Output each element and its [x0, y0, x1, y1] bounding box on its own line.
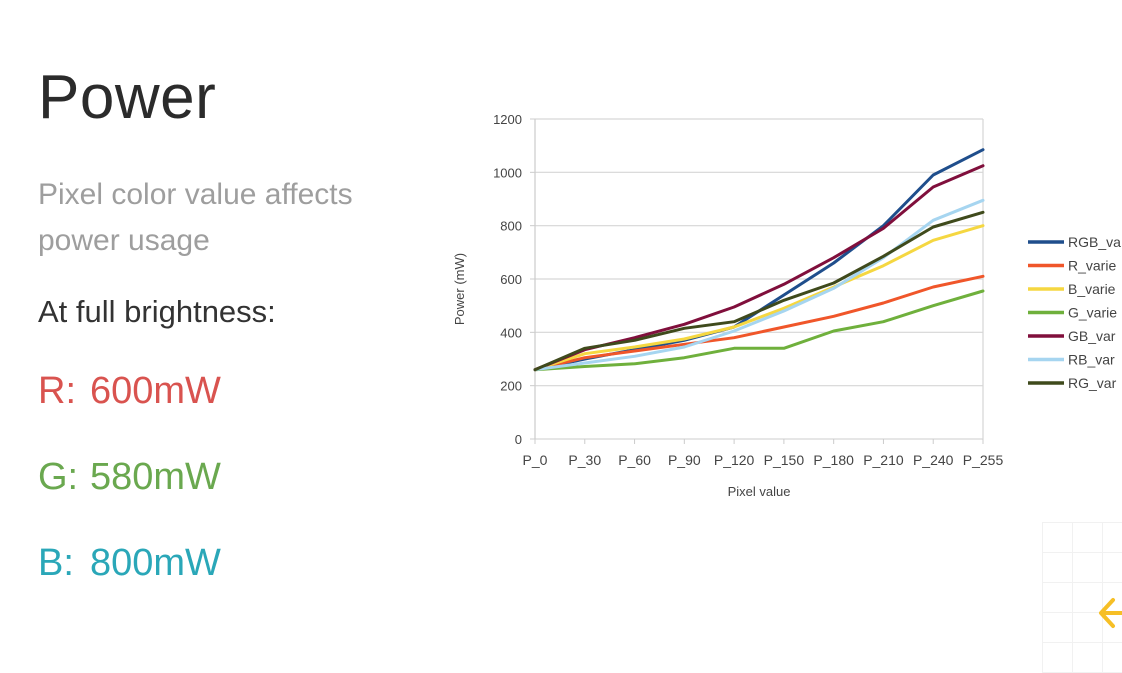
y-tick-label: 1000 — [493, 165, 522, 180]
y-axis-title: Power (mW) — [452, 253, 467, 325]
stat-green: G: 580mW — [38, 456, 221, 499]
x-tick-label: P_0 — [523, 452, 548, 468]
series-line-gb-var — [533, 164, 985, 372]
y-tick-label: 400 — [500, 325, 522, 340]
legend-label: R_varie — [1068, 258, 1116, 274]
series-line-rgb-va — [533, 148, 985, 372]
stat-green-value: 580mW — [90, 456, 221, 498]
legend-label: B_varie — [1068, 281, 1116, 297]
stat-red: R: 600mW — [38, 370, 221, 413]
stat-blue-channel: B: — [38, 542, 74, 584]
stat-red-value: 600mW — [90, 370, 221, 412]
stat-green-channel: G: — [38, 456, 79, 498]
x-tick-label: P_240 — [913, 452, 954, 468]
legend-label: RG_var — [1068, 375, 1117, 391]
x-tick-label: P_90 — [668, 452, 701, 468]
x-tick-label: P_180 — [813, 452, 854, 468]
series-line-rg-var — [533, 210, 985, 372]
x-tick-label: P_255 — [963, 452, 1004, 468]
y-tick-label: 800 — [500, 219, 522, 234]
x-tick-label: P_60 — [618, 452, 651, 468]
y-tick-label: 1200 — [493, 112, 522, 127]
brightness-label: At full brightness: — [38, 294, 276, 329]
legend-label: RB_var — [1068, 352, 1115, 368]
x-tick-label: P_120 — [714, 452, 755, 468]
stat-blue-value: 800mW — [90, 542, 221, 584]
decorative-grid — [1042, 522, 1122, 673]
slide-title: Power — [38, 63, 217, 132]
legend-label: RGB_va — [1068, 234, 1121, 250]
y-tick-label: 0 — [515, 432, 522, 447]
series-line-rb-var — [533, 198, 985, 372]
arrow-left-icon[interactable] — [1097, 592, 1122, 634]
x-tick-label: P_150 — [764, 452, 805, 468]
y-tick-label: 200 — [500, 379, 522, 394]
series-line-b-varie — [533, 224, 985, 372]
slide-subtitle: Pixel color value affects power usage — [38, 178, 353, 257]
x-tick-label: P_30 — [568, 452, 601, 468]
stat-red-channel: R: — [38, 370, 76, 412]
x-tick-label: P_210 — [863, 452, 904, 468]
y-tick-label: 600 — [500, 272, 522, 287]
legend-label: GB_var — [1068, 328, 1116, 344]
x-axis-title: Pixel value — [728, 484, 791, 499]
series-line-g-varie — [533, 289, 985, 372]
legend-label: G_varie — [1068, 305, 1117, 321]
stat-blue: B: 800mW — [38, 542, 221, 585]
series-line-r-varie — [533, 274, 985, 372]
